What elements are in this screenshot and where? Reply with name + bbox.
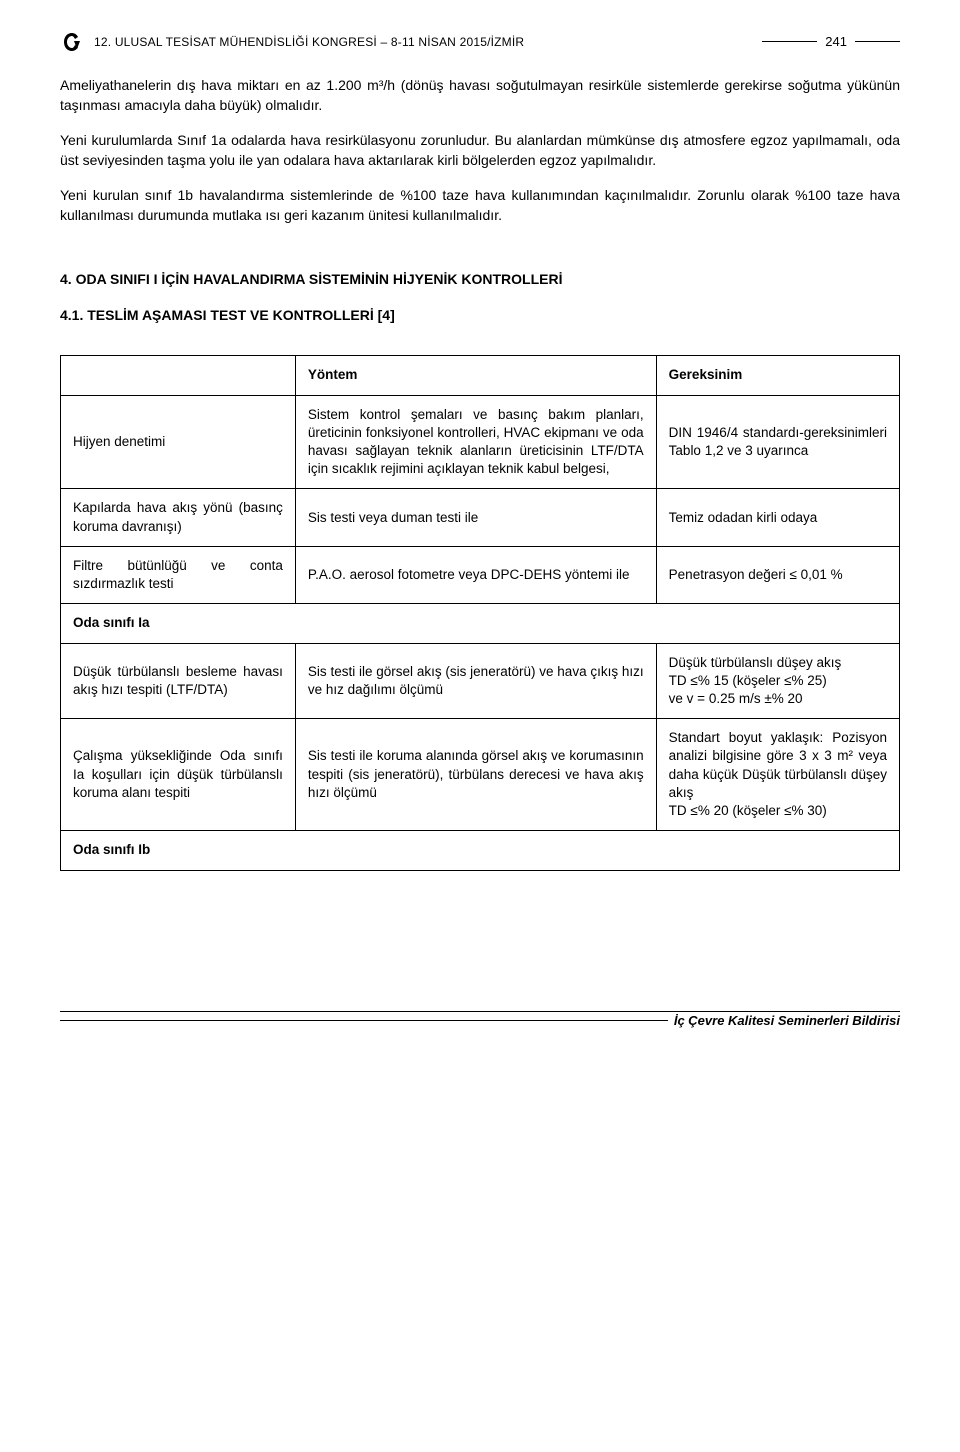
- controls-table: Yöntem Gereksinim Hijyen denetimi Sistem…: [60, 355, 900, 870]
- cell-r2-c3: Penetrasyon değeri ≤ 0,01 %: [656, 546, 899, 603]
- section-row-ia: Oda sınıfı Ia: [61, 604, 900, 643]
- header-rule-right: [855, 41, 900, 42]
- table-row: Hijyen denetimi Sistem kontrol şemaları …: [61, 395, 900, 489]
- footer-wrap: İç Çevre Kalitesi Seminerleri Bildirisi: [60, 1012, 900, 1030]
- congress-title: 12. ULUSAL TESİSAT MÜHENDİSLİĞİ KONGRESİ…: [94, 34, 524, 50]
- cell-r5-c2: Sis testi ile koruma alanında görsel akı…: [295, 719, 656, 831]
- logo-icon: [60, 30, 84, 54]
- paragraph-1: Ameliyathanelerin dış hava miktarı en az…: [60, 76, 900, 115]
- cell-r1-c1: Kapılarda hava akış yönü (basınç koruma …: [61, 489, 296, 546]
- table-header-requirement: Gereksinim: [656, 356, 899, 395]
- table-header-empty: [61, 356, 296, 395]
- paragraph-2: Yeni kurulumlarda Sınıf 1a odalarda hava…: [60, 131, 900, 170]
- cell-r5-c1: Çalışma yüksekliğinde Oda sınıfı Ia koşu…: [61, 719, 296, 831]
- table-header-row: Yöntem Gereksinim: [61, 356, 900, 395]
- table-row: Çalışma yüksekliğinde Oda sınıfı Ia koşu…: [61, 719, 900, 831]
- header-left: 12. ULUSAL TESİSAT MÜHENDİSLİĞİ KONGRESİ…: [60, 30, 524, 54]
- table-header-method: Yöntem: [295, 356, 656, 395]
- section-4-1-heading: 4.1. TESLİM AŞAMASI TEST VE KONTROLLERİ …: [60, 306, 900, 325]
- cell-r0-c3: DIN 1946/4 standardı-gereksinimleri Tabl…: [656, 395, 899, 489]
- header-rule-left: [762, 41, 817, 42]
- cell-r5-c3: Standart boyut yaklaşık: Pozisyon analiz…: [656, 719, 899, 831]
- header-right: 241: [762, 33, 900, 51]
- table-row: Kapılarda hava akış yönü (basınç koruma …: [61, 489, 900, 546]
- table-section-row: Oda sınıfı Ia: [61, 604, 900, 643]
- footer-text: İç Çevre Kalitesi Seminerleri Bildirisi: [668, 1012, 900, 1030]
- section-4-heading: 4. ODA SINIFI I İÇİN HAVALANDIRMA SİSTEM…: [60, 270, 900, 289]
- cell-r0-c2: Sistem kontrol şemaları ve basınç bakım …: [295, 395, 656, 489]
- cell-r4-c2: Sis testi ile görsel akış (sis jeneratör…: [295, 643, 656, 719]
- table-section-row: Oda sınıfı Ib: [61, 831, 900, 870]
- cell-r1-c3: Temiz odadan kirli odaya: [656, 489, 899, 546]
- footer-rule: [60, 1020, 668, 1021]
- cell-r0-c1: Hijyen denetimi: [61, 395, 296, 489]
- cell-r2-c1: Filtre bütünlüğü ve conta sızdırmazlık t…: [61, 546, 296, 603]
- page-number: 241: [825, 33, 847, 51]
- section-row-ib: Oda sınıfı Ib: [61, 831, 900, 870]
- cell-r4-c3: Düşük türbülanslı düşey akışTD ≤% 15 (kö…: [656, 643, 899, 719]
- page-footer: İç Çevre Kalitesi Seminerleri Bildirisi: [60, 1011, 900, 1030]
- table-row: Düşük türbülanslı besleme havası akış hı…: [61, 643, 900, 719]
- page-header: 12. ULUSAL TESİSAT MÜHENDİSLİĞİ KONGRESİ…: [60, 30, 900, 54]
- cell-r1-c2: Sis testi veya duman testi ile: [295, 489, 656, 546]
- table-row: Filtre bütünlüğü ve conta sızdırmazlık t…: [61, 546, 900, 603]
- paragraph-3: Yeni kurulan sınıf 1b havalandırma siste…: [60, 186, 900, 225]
- cell-r2-c2: P.A.O. aerosol fotometre veya DPC-DEHS y…: [295, 546, 656, 603]
- cell-r4-c1: Düşük türbülanslı besleme havası akış hı…: [61, 643, 296, 719]
